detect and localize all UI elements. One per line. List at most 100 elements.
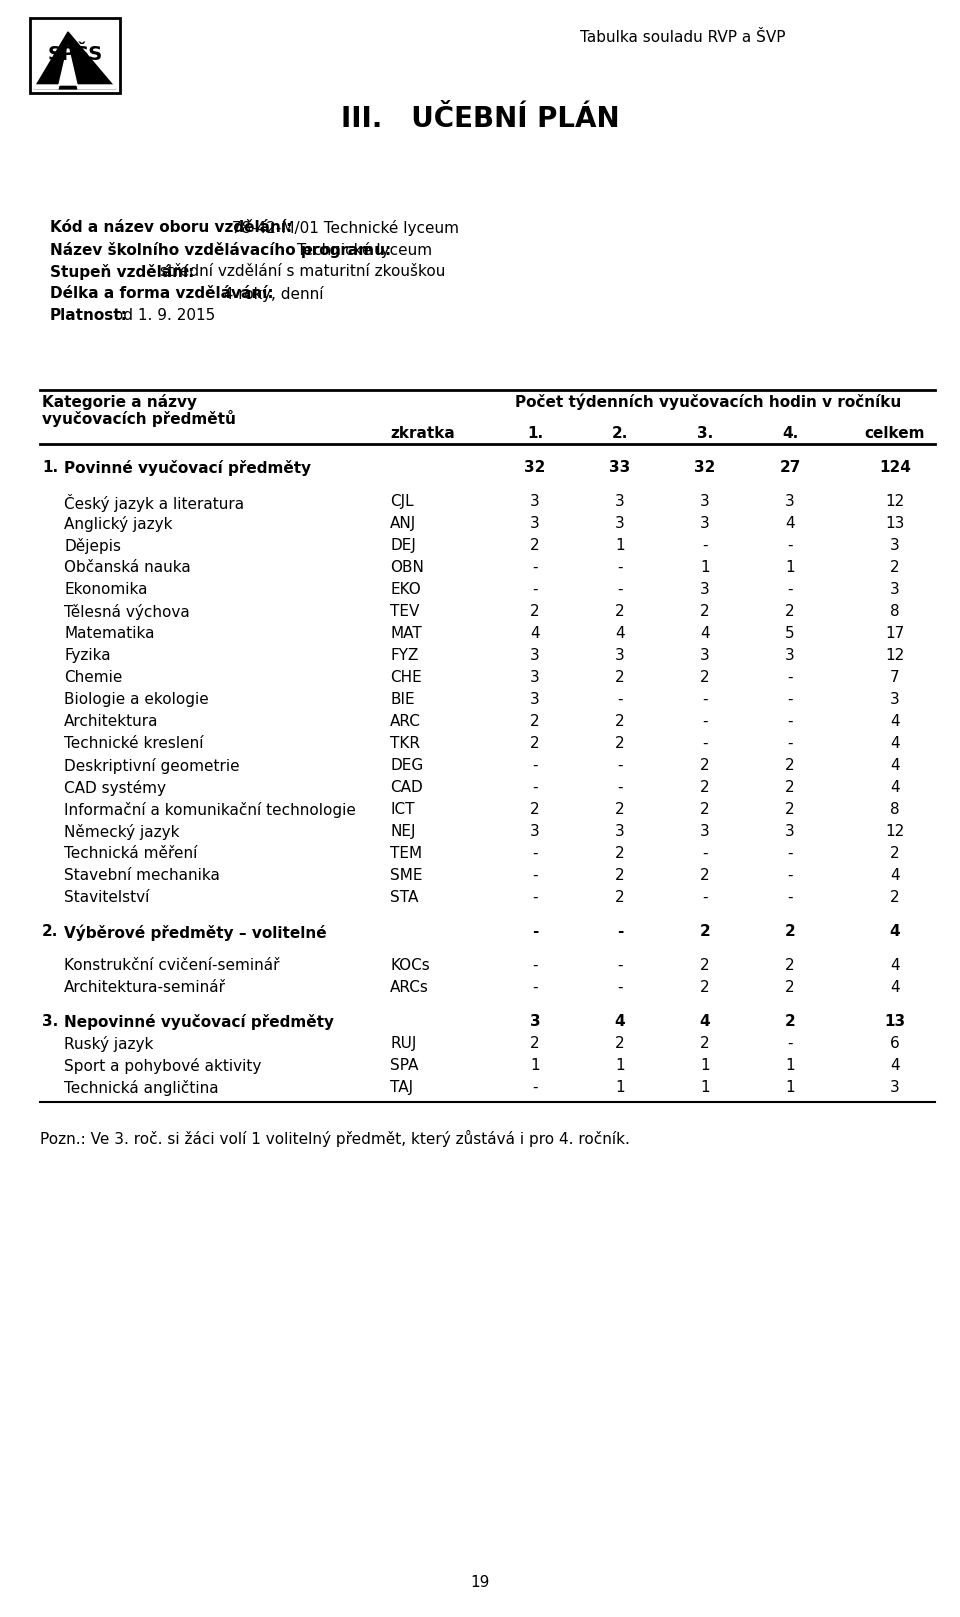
Text: -: - (532, 758, 538, 773)
Text: Délka a forma vzdělávání:: Délka a forma vzdělávání: (50, 286, 274, 301)
Text: TAJ: TAJ (390, 1080, 413, 1095)
Text: Tělesná výchova: Tělesná výchova (64, 605, 190, 619)
Bar (30, 18, 120, 94)
Text: 2: 2 (700, 669, 709, 686)
Text: -: - (532, 846, 538, 860)
Text: Dějepis: Dějepis (64, 538, 121, 555)
Text: Technická angličtina: Technická angličtina (64, 1080, 219, 1096)
Text: 2: 2 (615, 868, 625, 883)
Text: Platnost:: Platnost: (50, 307, 128, 323)
Text: 17: 17 (885, 626, 904, 640)
Text: Kategorie a názvy: Kategorie a názvy (42, 395, 197, 411)
Text: Technická měření: Technická měření (64, 846, 198, 860)
Text: Tabulka souladu RVP a ŠVP: Tabulka souladu RVP a ŠVP (580, 31, 785, 45)
Text: CAD systémy: CAD systémy (64, 779, 166, 796)
Text: 2: 2 (530, 715, 540, 729)
Text: III.   UČEBNÍ PLÁN: III. UČEBNÍ PLÁN (341, 105, 619, 133)
Text: 4: 4 (890, 715, 900, 729)
Text: Matematika: Matematika (64, 626, 155, 640)
Text: 1.: 1. (527, 425, 543, 441)
Text: Chemie: Chemie (64, 669, 122, 686)
Text: 4: 4 (785, 516, 795, 530)
Text: -: - (703, 889, 708, 906)
Text: 3: 3 (890, 582, 900, 597)
Text: 3: 3 (615, 648, 625, 663)
Text: 1: 1 (785, 559, 795, 576)
Text: 2: 2 (890, 889, 900, 906)
Text: Stavební mechanika: Stavební mechanika (64, 868, 220, 883)
Text: -: - (532, 957, 538, 973)
Text: 1: 1 (530, 1058, 540, 1074)
Text: -: - (787, 538, 793, 553)
Text: SPŠS: SPŠS (47, 45, 103, 65)
Text: 2: 2 (700, 1036, 709, 1051)
Text: 2: 2 (785, 980, 795, 994)
Text: STA: STA (390, 889, 419, 906)
Text: 3: 3 (890, 1080, 900, 1095)
Text: TEV: TEV (390, 605, 420, 619)
Text: 7: 7 (890, 669, 900, 686)
Text: Konstrukční cvičení-seminář: Konstrukční cvičení-seminář (64, 957, 279, 973)
Text: 2: 2 (615, 889, 625, 906)
Text: -: - (787, 692, 793, 707)
Text: Biologie a ekologie: Biologie a ekologie (64, 692, 208, 707)
Text: -: - (703, 692, 708, 707)
Text: Deskriptivní geometrie: Deskriptivní geometrie (64, 758, 240, 775)
Text: 2: 2 (784, 923, 796, 939)
Text: Ekonomika: Ekonomika (64, 582, 148, 597)
Text: -: - (787, 846, 793, 860)
Text: 3: 3 (530, 495, 540, 509)
Text: 2: 2 (530, 736, 540, 750)
Text: ARC: ARC (390, 715, 420, 729)
Text: -: - (617, 559, 623, 576)
Text: zkratka: zkratka (390, 425, 455, 441)
Text: 8: 8 (890, 605, 900, 619)
Text: 3.: 3. (697, 425, 713, 441)
Text: 19: 19 (470, 1575, 490, 1590)
Text: -: - (532, 582, 538, 597)
Text: 4: 4 (890, 779, 900, 796)
Text: -: - (532, 779, 538, 796)
Text: CHE: CHE (390, 669, 421, 686)
Text: 4.: 4. (781, 425, 798, 441)
Text: 3.: 3. (42, 1014, 59, 1028)
Text: Stavitelství: Stavitelství (64, 889, 150, 906)
Text: Pozn.: Ve 3. roč. si žáci volí 1 volitelný předmět, který zůstává i pro 4. roční: Pozn.: Ve 3. roč. si žáci volí 1 volitel… (40, 1130, 630, 1146)
Text: CJL: CJL (390, 495, 414, 509)
Text: 4: 4 (890, 758, 900, 773)
Text: 1: 1 (615, 538, 625, 553)
Text: -: - (703, 538, 708, 553)
Text: Ruský jazyk: Ruský jazyk (64, 1036, 154, 1053)
Text: 5: 5 (785, 626, 795, 640)
Text: NEJ: NEJ (390, 825, 416, 839)
Text: 33: 33 (610, 459, 631, 475)
Text: 3: 3 (615, 516, 625, 530)
Text: 2: 2 (615, 1036, 625, 1051)
Text: -: - (532, 559, 538, 576)
Text: -: - (617, 582, 623, 597)
Text: 1: 1 (615, 1058, 625, 1074)
Text: 8: 8 (890, 802, 900, 817)
Text: DEG: DEG (390, 758, 423, 773)
Text: 3: 3 (615, 495, 625, 509)
Text: celkem: celkem (865, 425, 925, 441)
Text: 2: 2 (700, 758, 709, 773)
Text: SME: SME (390, 868, 422, 883)
Text: 3: 3 (785, 495, 795, 509)
Text: 3: 3 (700, 516, 709, 530)
Text: 1: 1 (700, 559, 709, 576)
Text: 1: 1 (700, 1080, 709, 1095)
Text: 2: 2 (785, 605, 795, 619)
Text: od 1. 9. 2015: od 1. 9. 2015 (108, 307, 215, 323)
Text: 2: 2 (530, 538, 540, 553)
Text: Architektura: Architektura (64, 715, 158, 729)
Text: Technické kreslení: Technické kreslení (64, 736, 204, 750)
Text: -: - (532, 1080, 538, 1095)
Text: 2: 2 (615, 802, 625, 817)
Text: 2.: 2. (612, 425, 628, 441)
Text: 2: 2 (785, 779, 795, 796)
Text: 4: 4 (700, 626, 709, 640)
Text: BIE: BIE (390, 692, 415, 707)
Text: -: - (532, 889, 538, 906)
Text: -: - (617, 923, 623, 939)
